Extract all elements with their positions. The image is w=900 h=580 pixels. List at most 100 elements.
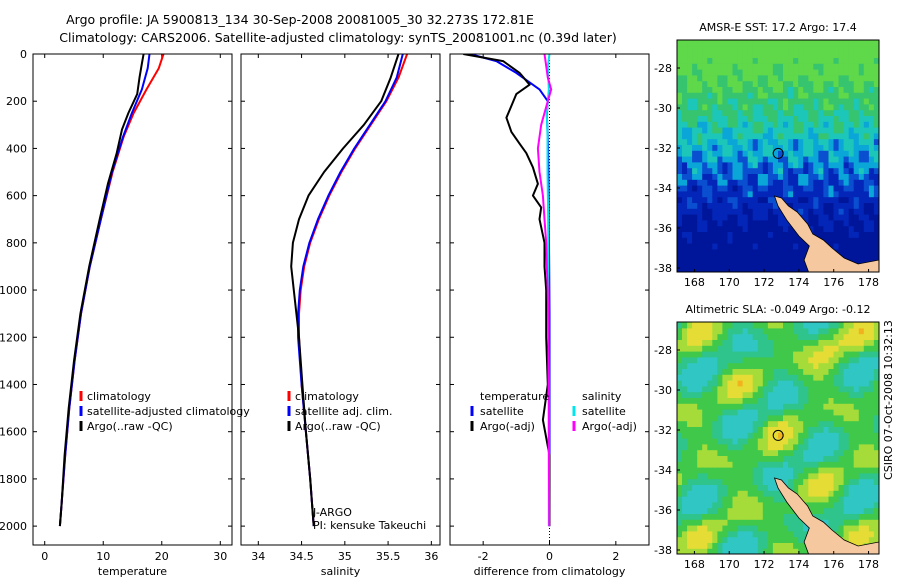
map-cell xyxy=(747,185,754,192)
map-cell xyxy=(742,80,749,87)
map-cell xyxy=(692,478,698,485)
map-cell xyxy=(803,461,809,468)
map-cell xyxy=(697,490,703,497)
map-cell xyxy=(722,548,729,554)
map-cell xyxy=(868,208,875,215)
map-cell xyxy=(788,254,794,261)
x-tick-label: 30 xyxy=(213,550,227,563)
map-cell xyxy=(778,40,784,47)
map-cell xyxy=(853,150,860,157)
map-cell xyxy=(808,161,814,169)
map-cell xyxy=(732,225,739,232)
map-cell xyxy=(732,40,739,47)
map-cell xyxy=(793,322,799,329)
map-cell xyxy=(697,260,703,267)
map-cell xyxy=(707,351,713,358)
map-cell xyxy=(697,80,703,87)
map-cell xyxy=(833,368,840,375)
map-cell xyxy=(868,103,875,111)
map-cell xyxy=(702,420,708,427)
map-cell xyxy=(778,161,784,169)
map-cell xyxy=(682,385,688,393)
map-cell xyxy=(762,513,769,520)
map-cell xyxy=(863,98,870,105)
map-cell xyxy=(682,144,688,151)
map-cell xyxy=(737,132,744,140)
map-cell xyxy=(677,132,683,140)
map-cell xyxy=(677,86,683,93)
map-cell xyxy=(793,362,799,369)
map-cell xyxy=(788,513,794,520)
map-cell xyxy=(853,420,860,427)
map-cell xyxy=(762,40,769,47)
map-cell xyxy=(813,150,819,157)
map-cell xyxy=(762,248,769,256)
map-cell xyxy=(737,40,744,47)
map-cell xyxy=(682,92,688,99)
map-cell xyxy=(732,327,739,335)
map-cell xyxy=(858,214,865,221)
map-cell xyxy=(722,333,729,340)
map-cell xyxy=(873,40,879,47)
map-cell xyxy=(772,472,779,480)
map-cell xyxy=(868,513,875,520)
x-tick-label: 170 xyxy=(719,558,740,571)
map-cell xyxy=(778,380,784,387)
map-cell xyxy=(803,385,809,393)
map-cell xyxy=(838,513,845,520)
map-cell xyxy=(757,414,764,422)
map-cell xyxy=(788,196,794,203)
map-cell xyxy=(682,196,688,203)
map-cell xyxy=(772,144,779,151)
map-cell xyxy=(853,69,860,76)
map-cell xyxy=(717,484,724,491)
map-cell xyxy=(778,461,784,468)
map-title: AMSR-E SST: 17.2 Argo: 17.4 xyxy=(699,21,857,34)
map-cell xyxy=(833,443,840,451)
map-cell xyxy=(727,426,734,433)
map-cell xyxy=(767,260,774,267)
map-cell xyxy=(848,322,855,329)
map-cell xyxy=(853,132,860,140)
map-cell xyxy=(798,243,804,250)
map-cell xyxy=(793,420,799,427)
map-cell xyxy=(808,225,814,232)
panel-annotation: PI: kensuke Takeuchi xyxy=(313,519,426,532)
map-cell xyxy=(823,339,830,346)
map-cell xyxy=(727,121,734,128)
map-cell xyxy=(838,74,845,82)
map-cell xyxy=(717,507,724,514)
map-cell xyxy=(873,443,879,451)
map-cell xyxy=(868,472,875,480)
map-cell xyxy=(838,409,845,416)
y-tick-label: 0 xyxy=(20,48,27,61)
map-cell xyxy=(823,507,830,514)
map-cell xyxy=(848,219,855,227)
map-cell xyxy=(717,45,724,53)
map-cell xyxy=(783,548,789,554)
map-cell xyxy=(833,127,840,134)
map-cell xyxy=(879,173,885,179)
map-cell xyxy=(702,185,708,192)
map-cell xyxy=(803,121,809,128)
map-cell xyxy=(868,530,875,538)
map-cell xyxy=(838,496,845,503)
map-cell xyxy=(848,385,855,393)
map-cell xyxy=(737,208,744,215)
map-cell xyxy=(848,420,855,427)
map-cell xyxy=(722,237,729,244)
map-cell xyxy=(778,345,784,352)
map-cell xyxy=(813,484,819,491)
map-cell xyxy=(858,501,865,509)
map-cell xyxy=(682,443,688,451)
map-cell xyxy=(838,472,845,480)
map-cell xyxy=(848,513,855,520)
map-cell xyxy=(677,190,683,198)
map-cell xyxy=(677,374,683,381)
map-cell xyxy=(737,69,744,76)
map-cell xyxy=(788,351,794,358)
map-cell xyxy=(803,74,809,82)
y-tick-label: -32 xyxy=(654,142,672,155)
map-cell xyxy=(687,351,693,358)
map-cell xyxy=(722,167,729,174)
